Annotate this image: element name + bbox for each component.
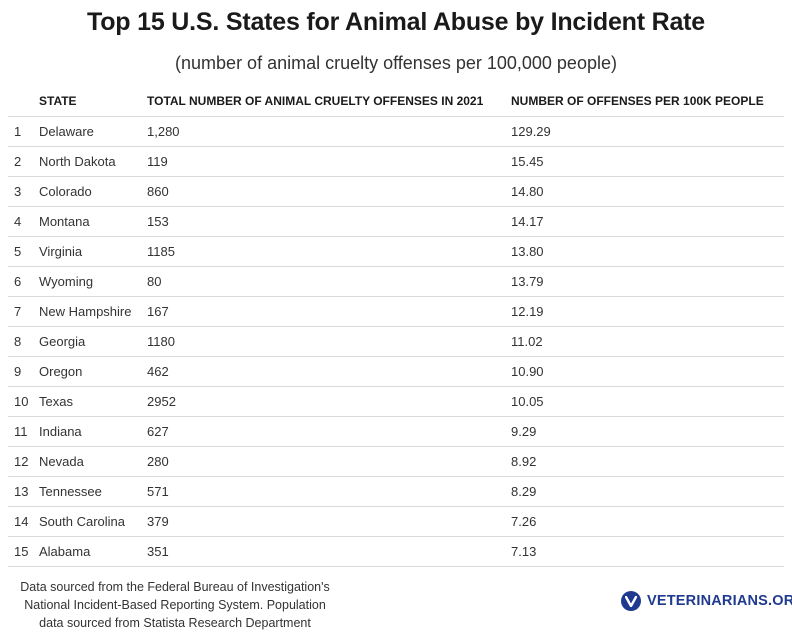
chart-subtitle: (number of animal cruelty offenses per 1…	[175, 53, 617, 73]
rank-cell: 7	[8, 296, 39, 327]
total-offenses-cell: 119	[147, 146, 511, 177]
table-row: 4 Montana 153 14.17	[8, 206, 784, 237]
state-cell: Nevada	[39, 446, 147, 477]
rank-cell: 1	[8, 116, 39, 147]
column-header-state: STATE	[39, 86, 147, 117]
table-row: 11 Indiana 627 9.29	[8, 416, 784, 447]
offenses-per-100k-cell: 14.17	[511, 206, 784, 237]
table-row: 6 Wyoming 80 13.79	[8, 266, 784, 297]
table-row: 10 Texas 2952 10.05	[8, 386, 784, 417]
total-offenses-cell: 1,280	[147, 116, 511, 147]
total-offenses-cell: 280	[147, 446, 511, 477]
state-cell: North Dakota	[39, 146, 147, 177]
total-offenses-cell: 1180	[147, 326, 511, 357]
state-cell: Georgia	[39, 326, 147, 357]
offenses-per-100k-cell: 10.90	[511, 356, 784, 387]
rank-cell: 5	[8, 236, 39, 267]
state-cell: Tennessee	[39, 476, 147, 507]
source-line: data sourced from Statista Research Depa…	[39, 616, 311, 630]
state-cell: South Carolina	[39, 506, 147, 537]
rank-cell: 13	[8, 476, 39, 507]
offenses-per-100k-cell: 8.29	[511, 476, 784, 507]
table-row: 8 Georgia 1180 11.02	[8, 326, 784, 357]
chart-title: Top 15 U.S. States for Animal Abuse by I…	[87, 8, 705, 36]
total-offenses-cell: 351	[147, 536, 511, 567]
total-offenses-cell: 1185	[147, 236, 511, 267]
rank-cell: 4	[8, 206, 39, 237]
rank-cell: 15	[8, 536, 39, 567]
source-note: Data sourced from the Federal Bureau of …	[8, 578, 342, 632]
state-cell: Wyoming	[39, 266, 147, 297]
source-line: National Incident-Based Reporting System…	[24, 598, 326, 612]
total-offenses-cell: 379	[147, 506, 511, 537]
offenses-per-100k-cell: 12.19	[511, 296, 784, 327]
state-cell: Colorado	[39, 176, 147, 207]
offenses-per-100k-cell: 14.80	[511, 176, 784, 207]
table-body: 1 Delaware 1,280 129.29 2 North Dakota 119 15.4…	[8, 116, 784, 567]
data-table: STATE TOTAL NUMBER OF ANIMAL CRUELTY OFF…	[8, 86, 784, 567]
table-header-row: STATE TOTAL NUMBER OF ANIMAL CRUELTY OFF…	[8, 86, 784, 117]
offenses-per-100k-cell: 15.45	[511, 146, 784, 177]
total-offenses-cell: 2952	[147, 386, 511, 417]
column-header-total: TOTAL NUMBER OF ANIMAL CRUELTY OFFENSES …	[147, 86, 511, 117]
table-row: 2 North Dakota 119 15.45	[8, 146, 784, 177]
total-offenses-cell: 627	[147, 416, 511, 447]
table-row: 15 Alabama 351 7.13	[8, 536, 784, 567]
table-row: 1 Delaware 1,280 129.29	[8, 116, 784, 147]
table-row: 14 South Carolina 379 7.26	[8, 506, 784, 537]
state-cell: Indiana	[39, 416, 147, 447]
offenses-per-100k-cell: 10.05	[511, 386, 784, 417]
brand-name: VETERINARIANS.ORG	[647, 593, 792, 609]
rank-cell: 12	[8, 446, 39, 477]
rank-cell: 8	[8, 326, 39, 357]
rank-cell: 11	[8, 416, 39, 447]
table-row: 5 Virginia 1185 13.80	[8, 236, 784, 267]
table-row: 12 Nevada 280 8.92	[8, 446, 784, 477]
total-offenses-cell: 80	[147, 266, 511, 297]
total-offenses-cell: 167	[147, 296, 511, 327]
offenses-per-100k-cell: 13.80	[511, 236, 784, 267]
offenses-per-100k-cell: 9.29	[511, 416, 784, 447]
offenses-per-100k-cell: 13.79	[511, 266, 784, 297]
offenses-per-100k-cell: 129.29	[511, 116, 784, 147]
total-offenses-cell: 571	[147, 476, 511, 507]
state-cell: Virginia	[39, 236, 147, 267]
rank-cell: 3	[8, 176, 39, 207]
rank-cell: 6	[8, 266, 39, 297]
source-line: Data sourced from the Federal Bureau of …	[20, 580, 330, 594]
state-cell: Texas	[39, 386, 147, 417]
rank-cell: 14	[8, 506, 39, 537]
table-row: 9 Oregon 462 10.90	[8, 356, 784, 387]
state-cell: Oregon	[39, 356, 147, 387]
column-header-rank	[8, 86, 39, 117]
state-cell: New Hampshire	[39, 296, 147, 327]
rank-cell: 9	[8, 356, 39, 387]
total-offenses-cell: 153	[147, 206, 511, 237]
total-offenses-cell: 462	[147, 356, 511, 387]
brand-logo[interactable]: VETERINARIANS.ORG	[621, 590, 792, 612]
total-offenses-cell: 860	[147, 176, 511, 207]
state-cell: Alabama	[39, 536, 147, 567]
table-row: 3 Colorado 860 14.80	[8, 176, 784, 207]
table-row: 13 Tennessee 571 8.29	[8, 476, 784, 507]
offenses-per-100k-cell: 7.26	[511, 506, 784, 537]
rank-cell: 2	[8, 146, 39, 177]
veterinarians-logo-icon	[621, 591, 641, 611]
rank-cell: 10	[8, 386, 39, 417]
state-cell: Delaware	[39, 116, 147, 147]
offenses-per-100k-cell: 7.13	[511, 536, 784, 567]
table-row: 7 New Hampshire 167 12.19	[8, 296, 784, 327]
offenses-per-100k-cell: 11.02	[511, 326, 784, 357]
state-cell: Montana	[39, 206, 147, 237]
column-header-per100k: NUMBER OF OFFENSES PER 100K PEOPLE	[511, 86, 784, 117]
offenses-per-100k-cell: 8.92	[511, 446, 784, 477]
